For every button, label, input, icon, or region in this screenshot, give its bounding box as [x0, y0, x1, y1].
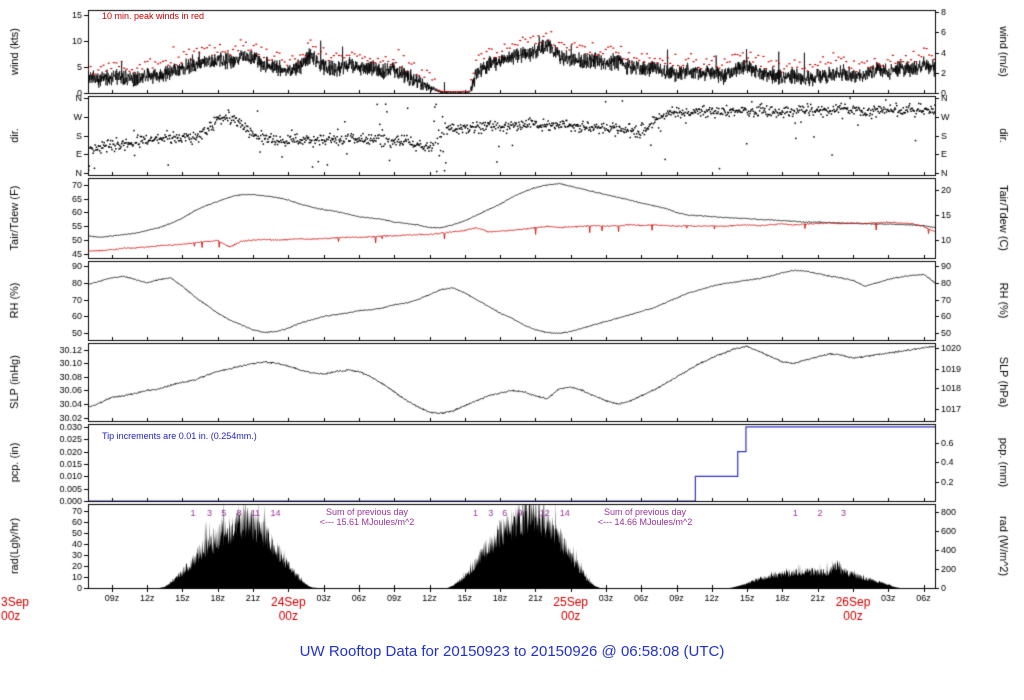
rad-sum-previous-day-1: Sum of previous day <--- 15.61 MJoules/m… — [292, 507, 442, 527]
wind-peak-note: 10 min. peak winds in red — [102, 11, 205, 21]
rad-sum-1-line2: <--- 15.61 MJoules/m^2 — [319, 517, 415, 527]
rad-sum-2-line1: Sum of previous day — [603, 507, 687, 517]
rad-sum-2-line2: <--- 14.66 MJoules/m^2 — [597, 517, 693, 527]
chart-canvas — [0, 0, 1024, 632]
pcp-tip-increment-note: Tip increments are 0.01 in. (0.254mm.) — [102, 431, 257, 441]
rad-sum-1-line1: Sum of previous day — [325, 507, 409, 517]
chart-caption: UW Rooftop Data for 20150923 to 20150926… — [299, 643, 725, 660]
rad-sum-previous-day-2: Sum of previous day <--- 14.66 MJoules/m… — [570, 507, 720, 527]
